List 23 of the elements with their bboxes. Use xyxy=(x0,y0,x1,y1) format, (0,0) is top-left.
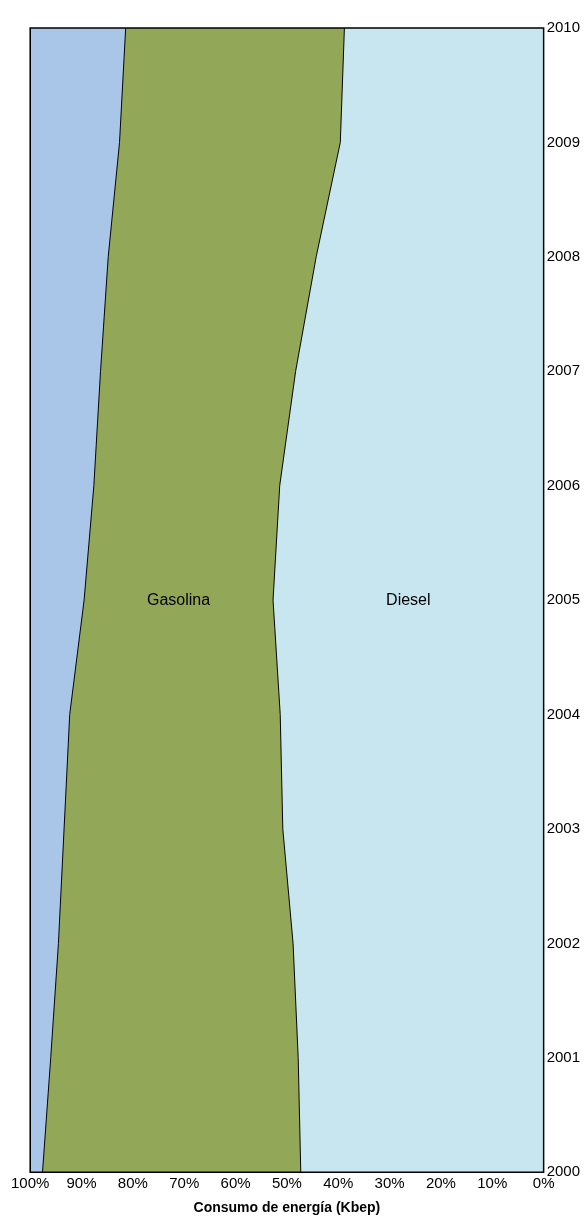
y-tick-label: 2006 xyxy=(546,475,581,493)
x-tick-label: 50% xyxy=(271,1174,302,1192)
y-tick-label: 2009 xyxy=(546,132,581,150)
y-tick-label: 2001 xyxy=(546,1047,581,1065)
x-tick-label: 80% xyxy=(117,1174,148,1192)
x-tick-label: 30% xyxy=(374,1174,405,1192)
x-tick-label: 10% xyxy=(477,1174,508,1192)
y-tick-label: 2004 xyxy=(546,704,581,722)
x-tick-label: 60% xyxy=(220,1174,251,1192)
y-tick-label: 2008 xyxy=(546,246,581,264)
y-tick-label: 2002 xyxy=(546,933,581,951)
series-label: Diesel xyxy=(386,590,431,608)
x-tick-label: 40% xyxy=(323,1174,354,1192)
x-tick-label: 90% xyxy=(66,1174,97,1192)
x-tick-label: 20% xyxy=(425,1174,456,1192)
x-tick-label: 100% xyxy=(10,1174,50,1192)
x-axis-title: Consumo de energía (Kbep) xyxy=(193,1199,381,1216)
y-tick-label: 2003 xyxy=(546,819,581,837)
y-tick-label: 2007 xyxy=(546,361,581,379)
series-label: Gasolina xyxy=(146,590,211,608)
y-tick-label: 2010 xyxy=(546,18,581,36)
y-tick-label: 2005 xyxy=(546,590,581,608)
x-tick-label: 70% xyxy=(169,1174,200,1192)
